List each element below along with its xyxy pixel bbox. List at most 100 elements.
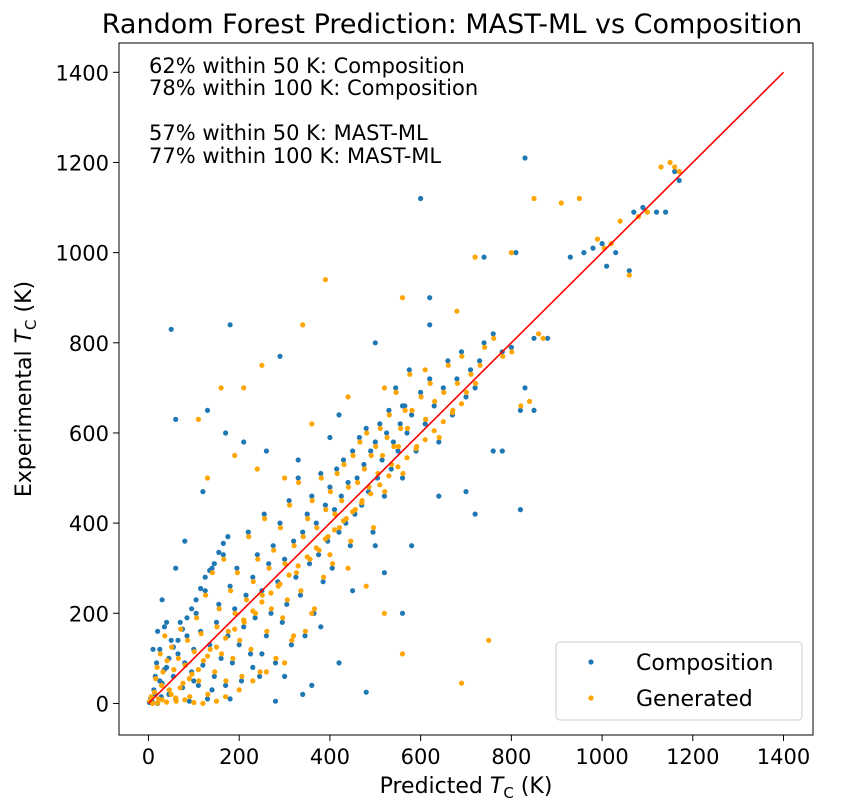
data-point xyxy=(517,407,524,413)
data-point xyxy=(409,407,415,413)
data-point xyxy=(302,628,308,634)
data-point xyxy=(254,552,260,558)
data-point xyxy=(399,610,406,616)
data-point xyxy=(458,349,465,355)
data-point xyxy=(218,385,224,391)
data-point xyxy=(284,601,290,607)
data-point xyxy=(320,579,326,585)
data-point xyxy=(509,349,515,355)
data-point xyxy=(388,466,394,472)
data-point xyxy=(391,443,397,450)
chart-title: Random Forest Prediction: MAST-ML vs Com… xyxy=(102,9,802,40)
data-point xyxy=(159,597,165,603)
data-point xyxy=(261,511,267,517)
data-point xyxy=(305,516,311,522)
data-point xyxy=(228,588,234,594)
data-point xyxy=(234,565,240,571)
annotation-mastml-100: 77% within 100 K: MAST-ML xyxy=(149,144,441,168)
data-point xyxy=(499,448,505,454)
y-axis-label-subscript: C xyxy=(22,319,40,329)
data-point xyxy=(355,479,361,486)
data-point xyxy=(194,615,200,621)
data-point xyxy=(386,412,392,418)
data-point xyxy=(477,362,483,368)
data-point xyxy=(339,498,345,504)
data-point xyxy=(218,655,224,662)
data-point xyxy=(280,615,286,621)
data-point xyxy=(330,561,336,567)
data-point xyxy=(184,615,190,621)
data-point xyxy=(399,295,406,301)
data-point xyxy=(363,583,369,589)
data-point xyxy=(284,597,290,603)
data-point xyxy=(508,344,514,350)
data-point xyxy=(304,554,310,560)
data-point xyxy=(232,452,238,459)
data-point xyxy=(313,520,319,526)
data-point xyxy=(195,416,201,422)
data-point xyxy=(357,439,363,445)
data-point xyxy=(345,479,351,486)
data-point xyxy=(189,606,195,612)
data-point xyxy=(250,678,256,684)
data-point xyxy=(658,164,664,170)
data-point xyxy=(377,425,383,431)
data-point xyxy=(288,642,294,648)
data-point xyxy=(490,331,496,337)
data-point xyxy=(184,637,191,643)
data-point xyxy=(270,543,276,549)
data-point xyxy=(404,425,411,431)
data-point xyxy=(459,353,465,359)
axis-ticks: 0 200 400 600 800 1000 1200 1400 0 200 400 600 800 10… xyxy=(56,61,811,769)
data-point xyxy=(200,700,206,707)
data-point xyxy=(216,606,222,612)
data-point xyxy=(177,685,183,691)
data-point xyxy=(216,601,222,607)
data-point xyxy=(200,662,206,668)
data-point xyxy=(449,410,455,416)
data-point xyxy=(327,484,333,490)
data-point xyxy=(221,556,227,562)
data-point xyxy=(282,475,288,481)
data-point xyxy=(157,646,163,652)
data-point xyxy=(354,475,360,481)
data-point xyxy=(536,331,542,337)
data-point xyxy=(218,651,225,657)
data-point xyxy=(295,563,301,569)
data-point xyxy=(232,606,238,612)
data-point xyxy=(336,660,342,666)
x-tick-label: 1200 xyxy=(666,745,719,769)
data-point xyxy=(368,491,374,497)
data-point xyxy=(526,398,533,404)
data-point xyxy=(212,669,218,675)
data-point xyxy=(232,626,238,632)
data-point xyxy=(277,520,283,526)
data-point xyxy=(340,518,347,524)
y-tick-label: 1000 xyxy=(56,242,109,266)
data-point xyxy=(395,464,401,470)
data-point xyxy=(239,673,245,680)
data-point xyxy=(423,416,429,422)
data-point xyxy=(205,691,211,698)
data-point xyxy=(404,455,410,461)
data-point xyxy=(409,412,415,418)
data-point xyxy=(422,437,428,443)
data-point xyxy=(399,403,406,409)
data-point xyxy=(402,407,408,413)
y-axis-label-unit: (K) xyxy=(12,281,37,320)
data-point xyxy=(232,610,238,616)
data-point xyxy=(161,624,167,630)
data-point xyxy=(341,461,347,468)
data-point xyxy=(381,385,387,391)
data-point xyxy=(193,610,199,616)
data-point xyxy=(282,556,288,562)
data-point xyxy=(490,448,496,454)
data-point xyxy=(491,335,497,341)
data-point xyxy=(272,660,279,666)
data-point xyxy=(216,549,222,556)
data-point xyxy=(184,633,190,639)
data-point xyxy=(407,371,413,377)
data-point xyxy=(347,543,353,549)
x-axis-label-subscript: C xyxy=(503,784,513,802)
data-point xyxy=(157,678,163,684)
